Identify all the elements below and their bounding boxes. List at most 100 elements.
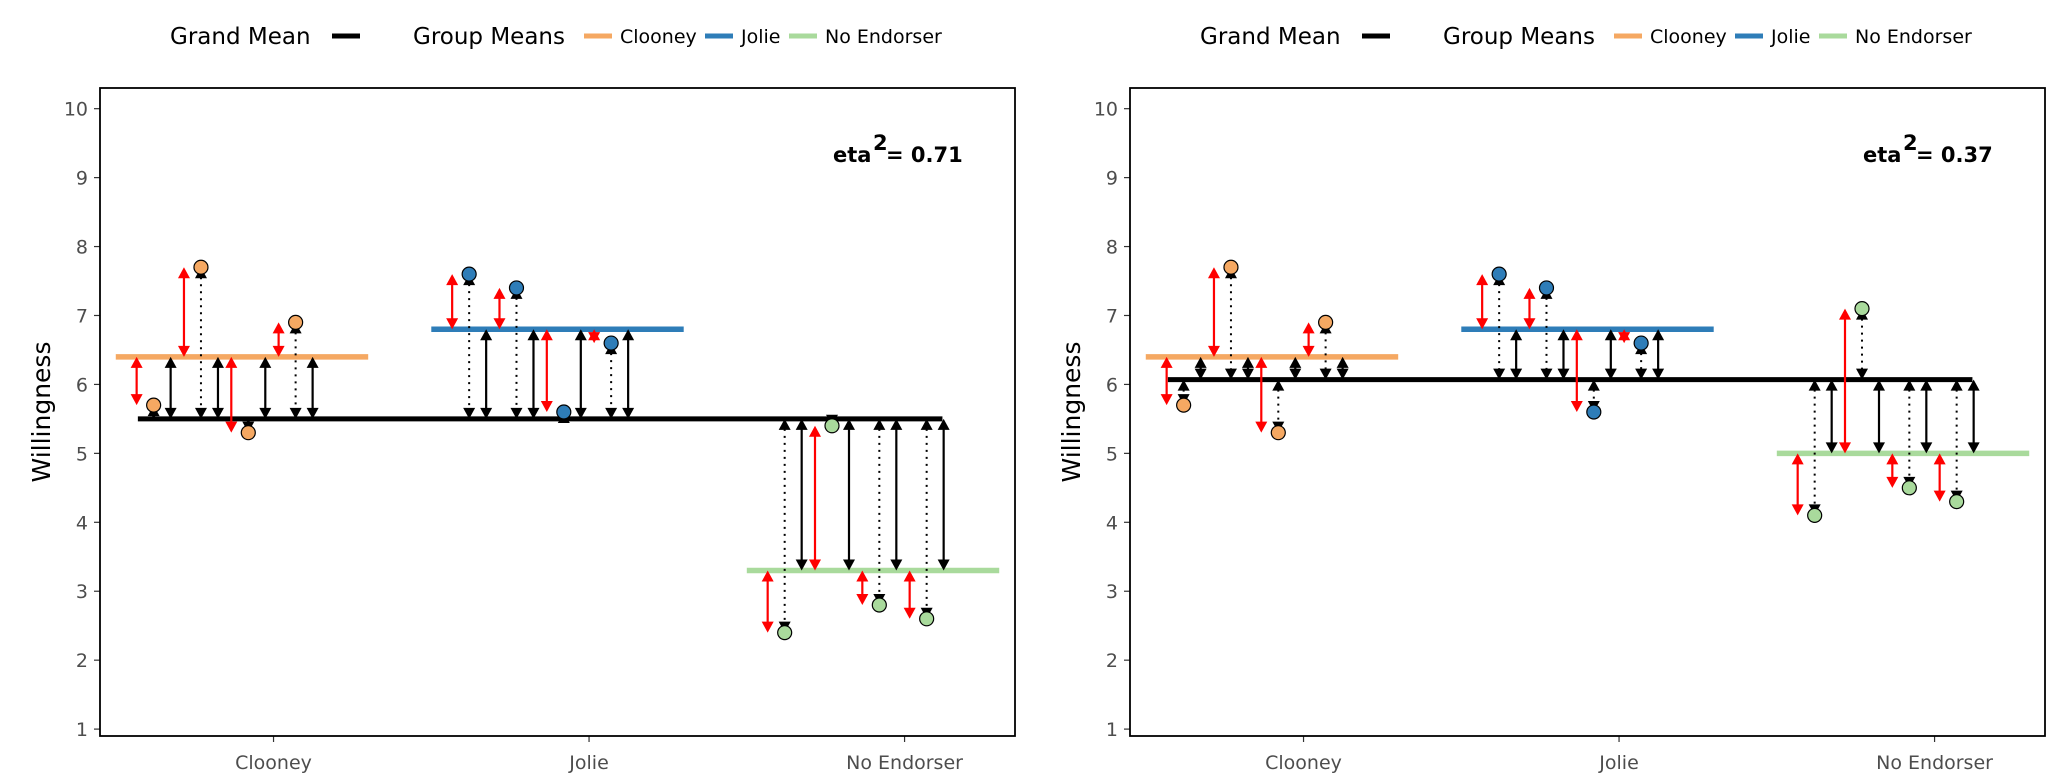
total-deviation-arrow-head-up xyxy=(778,418,791,430)
eta-label: eta xyxy=(1863,143,1901,167)
y-tick-label: 5 xyxy=(1106,443,1118,465)
residual-arrow-head-down xyxy=(272,345,285,357)
residual-arrow-head-down xyxy=(1160,394,1173,406)
legend-group-means-label: Group Means xyxy=(413,24,565,50)
legend-item-clooney: Clooney xyxy=(1650,26,1727,48)
total-deviation-arrow-head-down xyxy=(1493,368,1506,380)
total-deviation-arrow-head-up xyxy=(1272,379,1285,391)
data-point xyxy=(1270,425,1286,441)
residual-arrow-head-up xyxy=(903,570,916,582)
x-tick-label: No Endorser xyxy=(1876,752,1993,774)
group-effect-arrow-head-up xyxy=(1241,356,1254,368)
group-effect-arrow-head-up xyxy=(1336,356,1349,368)
group-effect-arrow-head-up xyxy=(1194,356,1207,368)
group-effect-arrow-head-down xyxy=(306,407,319,419)
total-deviation-arrow-head-down xyxy=(1540,368,1553,380)
data-point xyxy=(777,624,793,641)
group-effect-arrow-head-up xyxy=(574,329,587,341)
residual-arrow-head-down xyxy=(130,394,143,406)
group-effect-arrow-head-up xyxy=(1825,379,1838,391)
y-tick-label: 2 xyxy=(76,650,88,672)
y-tick-label: 9 xyxy=(76,168,88,190)
data-point xyxy=(461,266,477,282)
y-tick-label: 7 xyxy=(1106,305,1118,327)
residual-arrow-head-up xyxy=(225,356,238,368)
legend-grand-mean-label: Grand Mean xyxy=(1200,24,1341,50)
group-effect-arrow-head-down xyxy=(164,407,177,419)
group-effect-arrow-head-down xyxy=(1289,368,1302,380)
data-point xyxy=(1633,335,1649,351)
residual-arrow-head-down xyxy=(588,332,601,344)
residual-arrow-head-down xyxy=(1523,318,1536,330)
legend-item-no-endorser: No Endorser xyxy=(825,26,942,48)
total-deviation-arrow-head-up xyxy=(920,418,933,430)
total-deviation-arrow-head-down xyxy=(510,407,523,419)
group-effect-arrow-head-down xyxy=(1825,442,1838,454)
total-deviation-arrow-head-down xyxy=(463,407,476,419)
x-tick-label: No Endorser xyxy=(846,752,963,774)
right-chart-panel: Grand Mean Group Means Clooney Jolie No Endo… xyxy=(1030,0,2065,784)
y-tick-label: 9 xyxy=(1106,168,1118,190)
group-effect-arrow-head-up xyxy=(937,418,950,430)
data-point xyxy=(556,404,572,420)
residual-arrow-head-down xyxy=(446,318,459,330)
eta-superscript: 2 xyxy=(873,131,888,155)
group-effect-arrow-head-up xyxy=(1557,329,1570,341)
group-effect-arrow-head-down xyxy=(622,407,635,419)
eta-superscript: 2 xyxy=(1903,131,1918,155)
legend-group-means-label: Group Means xyxy=(1443,24,1595,50)
group-effect-arrow-head-up xyxy=(259,356,272,368)
data-point xyxy=(1223,259,1239,275)
group-effect-arrow-head-down xyxy=(795,559,808,571)
data-point xyxy=(603,335,619,351)
residual-arrow-head-up xyxy=(1839,308,1851,320)
data-point xyxy=(824,418,840,434)
data-point xyxy=(1949,494,1965,510)
total-deviation-arrow-head-up xyxy=(1903,379,1916,391)
data-point xyxy=(919,611,935,627)
group-effect-arrow-head-up xyxy=(1604,329,1617,341)
group-effect-arrow-head-down xyxy=(1557,368,1570,380)
data-point xyxy=(288,314,304,330)
residual-arrow-head-down xyxy=(1570,401,1583,412)
y-tick-label: 10 xyxy=(1094,99,1118,121)
residual-arrow-head-up xyxy=(1933,453,1946,465)
data-point xyxy=(1854,300,1870,317)
y-tick-label: 6 xyxy=(76,374,88,396)
residual-arrow-head-down xyxy=(1476,318,1489,330)
group-effect-arrow-head-up xyxy=(1289,356,1302,368)
residual-arrow-head-down xyxy=(903,607,916,619)
group-effect-arrow-head-down xyxy=(1652,368,1665,380)
residual-arrow-head-down xyxy=(1302,345,1315,357)
y-tick-label: 1 xyxy=(1106,719,1118,741)
group-effect-arrow-head-up xyxy=(1920,379,1933,391)
plot-border xyxy=(99,87,1016,737)
data-point xyxy=(193,259,209,275)
y-tick-label: 3 xyxy=(1106,581,1118,603)
residual-arrow-head-down xyxy=(1886,476,1899,488)
eta-squared-annotation: eta 2= 0.71 xyxy=(833,131,963,167)
residual-arrow-head-up xyxy=(1886,453,1899,465)
residual-arrow-head-up xyxy=(809,425,821,437)
group-mean-lines xyxy=(115,326,1000,574)
total-deviation-arrow-head-down xyxy=(1319,368,1332,380)
data-point xyxy=(1807,507,1823,524)
residual-arrow-head-down xyxy=(540,401,553,412)
group-effect-arrow-head-down xyxy=(1510,368,1523,380)
x-tick-label: Clooney xyxy=(1265,752,1342,774)
residual-arrow-head-up xyxy=(1255,356,1268,368)
y-tick-label: 4 xyxy=(76,512,88,534)
residual-arrow-head-up xyxy=(1523,287,1536,299)
total-deviation-arrow-head-up xyxy=(1808,379,1821,391)
data-points xyxy=(1176,259,1965,524)
eta-value: = 0.71 xyxy=(886,143,963,167)
residual-arrow-head-up xyxy=(1160,356,1173,368)
group-effect-arrow-head-down xyxy=(890,559,903,571)
group-effect-arrow-head-down xyxy=(1194,368,1207,380)
y-tick-label: 6 xyxy=(1106,374,1118,396)
eta-value: = 0.37 xyxy=(1916,143,1993,167)
data-point xyxy=(1901,480,1917,496)
data-point xyxy=(1586,404,1602,420)
data-point xyxy=(146,397,162,413)
group-mean-lines xyxy=(1145,326,2030,457)
